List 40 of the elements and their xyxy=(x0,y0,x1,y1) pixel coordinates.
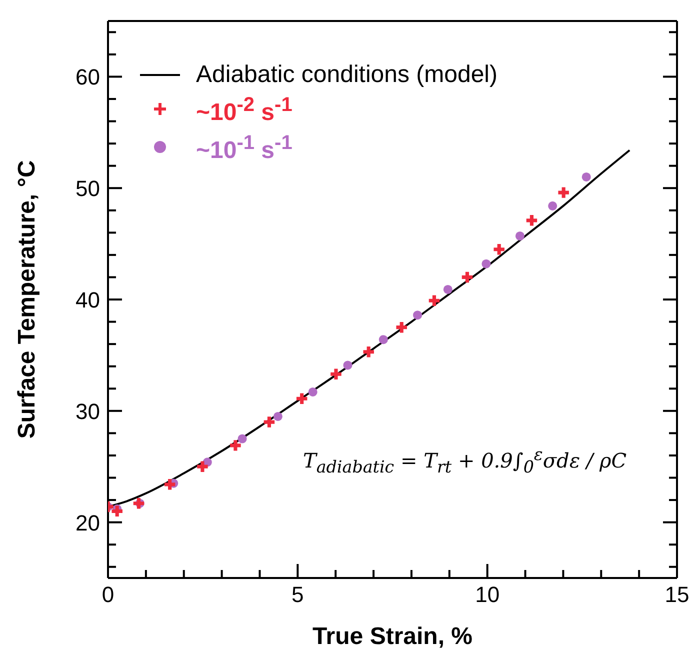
x-tick-label: 15 xyxy=(664,582,690,607)
legend-label: ~10$^{-2}$ s$^{-1}$ xyxy=(196,93,292,128)
point xyxy=(482,259,491,268)
point xyxy=(264,416,275,428)
point xyxy=(164,479,176,490)
x-tick-label: 5 xyxy=(292,582,304,607)
y-axis-title: Surface Temperature, °C xyxy=(14,160,41,439)
point xyxy=(443,284,452,294)
legend-label: Adiabatic conditions (model) xyxy=(196,60,498,90)
point xyxy=(378,335,388,344)
point xyxy=(197,461,208,472)
legend-label: ~10$^{-1}$ s$^{-1}$ xyxy=(196,131,292,166)
point xyxy=(396,322,407,333)
point xyxy=(112,506,122,517)
y-tick-label: 30 xyxy=(76,398,100,424)
point xyxy=(462,272,473,283)
y-tick-label: 20 xyxy=(76,510,100,536)
point xyxy=(363,346,374,358)
point xyxy=(548,201,558,210)
point xyxy=(582,172,591,182)
point xyxy=(343,360,352,370)
y-tick-label: 60 xyxy=(76,64,100,90)
point xyxy=(428,295,440,306)
point xyxy=(515,231,524,241)
point xyxy=(296,393,308,404)
point xyxy=(273,412,282,421)
x-tick-label: 10 xyxy=(475,582,500,607)
point xyxy=(230,440,241,451)
point xyxy=(413,310,422,320)
x-axis-title: True Strain, % xyxy=(312,623,473,650)
point xyxy=(308,387,318,396)
point xyxy=(526,215,538,226)
annotation: T$_{adiabatic}$ = T$_{rt}$ + 0.9∫$_{0}$$^{ε}$σdε / ρC xyxy=(303,445,627,477)
point xyxy=(330,368,342,380)
y-tick-label: 40 xyxy=(76,288,100,312)
y-tick-label: 50 xyxy=(76,176,100,202)
x-tick-label: 0 xyxy=(102,582,114,607)
point xyxy=(558,187,569,198)
point xyxy=(238,434,247,444)
point xyxy=(494,244,504,255)
